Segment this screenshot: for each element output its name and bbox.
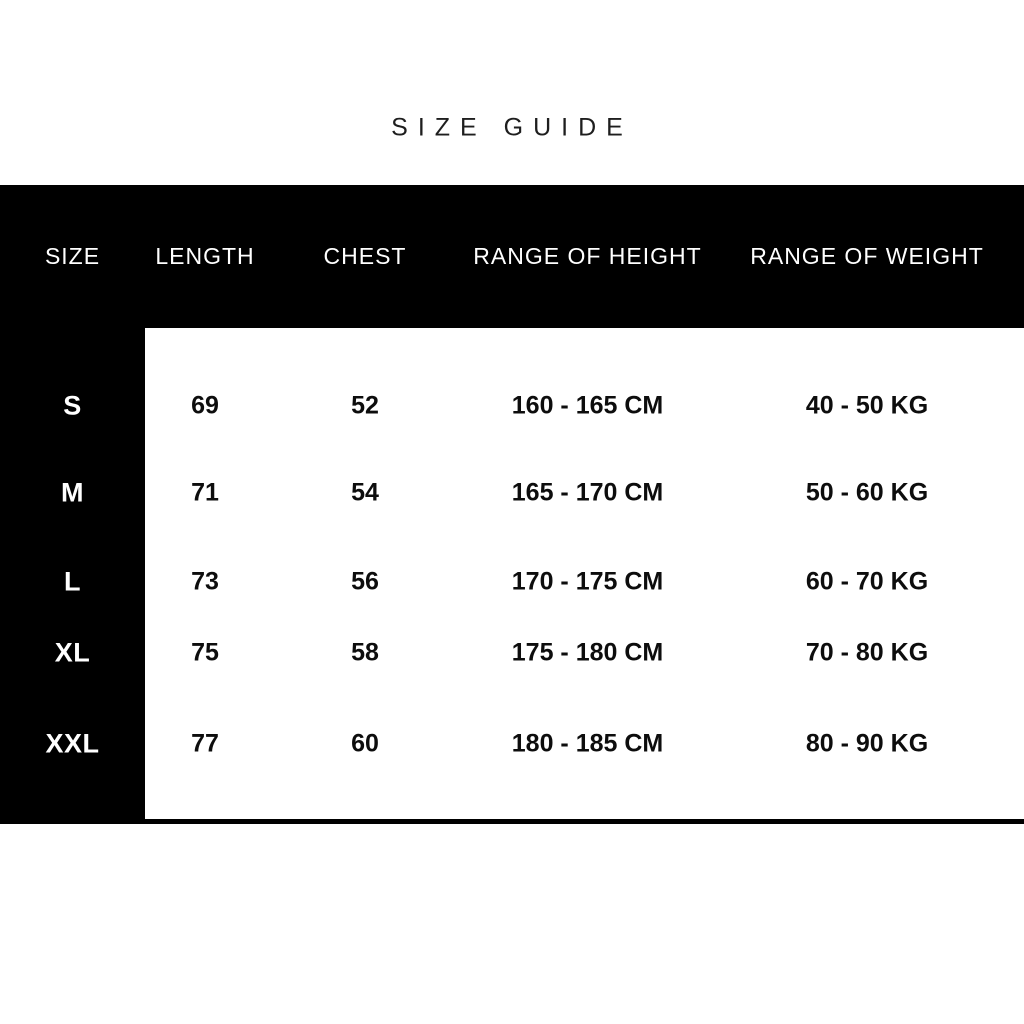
cell-height-range: 160 - 165 CM xyxy=(511,391,664,420)
table-body: S 69 52 160 - 165 CM 40 - 50 KG M 71 54 … xyxy=(0,328,1024,819)
cell-size: S xyxy=(63,390,82,421)
column-header-length: LENGTH xyxy=(155,243,255,269)
cell-length: 69 xyxy=(191,391,219,420)
page-title: SIZE GUIDE xyxy=(391,113,633,142)
cell-length: 77 xyxy=(191,729,219,758)
cell-height-range: 170 - 175 CM xyxy=(511,567,664,596)
table-row: S 69 52 160 - 165 CM 40 - 50 KG xyxy=(0,391,1024,422)
table-header-row: SIZE LENGTH CHEST RANGE OF HEIGHT RANGE … xyxy=(0,185,1024,328)
cell-size: XXL xyxy=(45,728,100,759)
size-column-background xyxy=(0,328,145,824)
cell-chest: 56 xyxy=(351,567,379,596)
column-header-size: SIZE xyxy=(44,243,101,269)
cell-chest: 54 xyxy=(351,478,379,507)
cell-weight-range: 50 - 60 KG xyxy=(805,478,929,507)
column-header-height-range: RANGE OF HEIGHT xyxy=(473,243,702,269)
cell-chest: 52 xyxy=(351,391,379,420)
table-row: L 73 56 170 - 175 CM 60 - 70 KG xyxy=(0,567,1024,598)
cell-weight-range: 70 - 80 KG xyxy=(805,638,929,667)
table-header-band: SIZE LENGTH CHEST RANGE OF HEIGHT RANGE … xyxy=(0,185,1024,328)
cell-weight-range: 60 - 70 KG xyxy=(805,567,929,596)
cell-weight-range: 40 - 50 KG xyxy=(805,391,929,420)
cell-size: XL xyxy=(54,637,91,668)
cell-length: 71 xyxy=(191,478,219,507)
column-header-weight-range: RANGE OF WEIGHT xyxy=(750,243,984,269)
cell-size: M xyxy=(61,477,84,508)
cell-height-range: 165 - 170 CM xyxy=(511,478,664,507)
cell-length: 75 xyxy=(191,638,219,667)
cell-length: 73 xyxy=(191,567,219,596)
table-row: XXL 77 60 180 - 185 CM 80 - 90 KG xyxy=(0,729,1024,760)
table-row: M 71 54 165 - 170 CM 50 - 60 KG xyxy=(0,478,1024,509)
table-bottom-border xyxy=(145,819,1024,824)
cell-height-range: 175 - 180 CM xyxy=(511,638,664,667)
table-row: XL 75 58 175 - 180 CM 70 - 80 KG xyxy=(0,638,1024,669)
cell-chest: 60 xyxy=(351,729,379,758)
column-header-chest: CHEST xyxy=(323,243,407,269)
cell-chest: 58 xyxy=(351,638,379,667)
cell-height-range: 180 - 185 CM xyxy=(511,729,664,758)
cell-size: L xyxy=(64,566,81,597)
cell-weight-range: 80 - 90 KG xyxy=(805,729,929,758)
